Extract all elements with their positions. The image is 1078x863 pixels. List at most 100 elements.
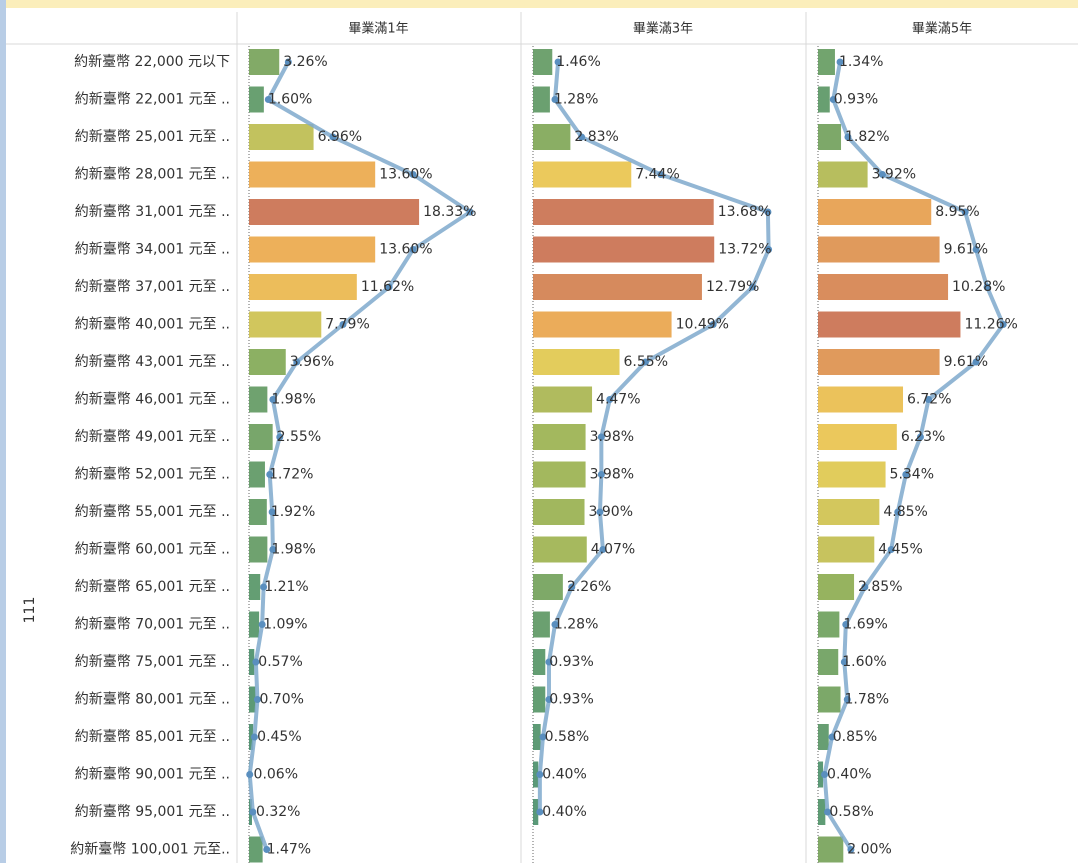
value-label: 0.45% [257,729,301,745]
line-point [765,246,773,253]
value-label: 1.78% [845,692,889,708]
category-label: 約新臺幣 37,001 元至 .. [75,279,230,295]
value-label: 6.23% [901,429,945,445]
bar [533,236,715,263]
bar [249,349,286,375]
line-point [253,696,261,703]
line-point [246,771,254,778]
line-point [551,96,559,103]
line-point [258,621,266,628]
value-label: 1.09% [263,617,307,633]
line-point [385,283,393,291]
bar [533,499,585,525]
value-label: 13.72% [718,242,771,258]
line-point [260,583,268,591]
bar [818,274,949,300]
category-label: 約新臺幣 85,001 元至 .. [75,729,230,745]
line-point [887,546,895,553]
category-label: 約新臺幣 55,001 元至 .. [75,504,230,520]
line-point [263,846,271,853]
value-label: 0.40% [827,767,871,783]
line-point [821,771,829,778]
line-point [409,246,417,253]
line-point [983,283,991,291]
line-point [293,358,301,366]
bar [533,461,586,488]
line-point [599,546,607,553]
value-label: 0.40% [542,767,586,783]
line-point [284,58,292,66]
bar [249,124,314,150]
value-label: 2.26% [567,579,611,595]
bar [249,836,263,863]
line-point [999,321,1007,328]
value-label: 1.98% [271,392,315,408]
value-label: 4.85% [883,504,927,520]
line-point [536,808,544,816]
panel-header: 畢業滿3年 [633,21,693,37]
value-label: 0.93% [549,654,593,670]
bar [533,49,553,75]
line-point [828,733,836,741]
value-label: 1.82% [845,129,889,145]
trend-line [822,61,1006,851]
value-label: 0.93% [834,92,878,108]
line-point [249,808,257,816]
bar [249,574,261,600]
bar [533,649,546,675]
value-label: 9.61% [944,354,988,370]
bar [533,724,541,750]
category-label: 約新臺幣 31,001 元至 .. [75,204,230,220]
bar [249,161,376,188]
line-point [409,171,417,178]
value-label: 4.47% [596,392,640,408]
category-label: 約新臺幣 25,001 元至 .. [75,129,230,145]
line-point [847,846,855,853]
value-label: 0.58% [545,729,589,745]
line-point [843,696,851,703]
top-strip [0,0,1078,8]
category-label: 約新臺幣 52,001 元至 .. [75,467,230,483]
line-point [764,208,772,216]
bar [533,311,672,338]
line-point [596,508,604,516]
line-point [972,246,980,253]
category-label: 約新臺幣 49,001 元至 .. [75,429,230,445]
value-label: 13.60% [379,167,432,183]
value-label: 0.57% [258,654,302,670]
bar [533,686,546,713]
line-point [329,133,337,141]
bar [249,461,265,488]
line-point [252,658,260,666]
value-label: 3.92% [872,167,916,183]
category-label: 約新臺幣 46,001 元至 .. [75,392,230,408]
line-point [878,171,886,178]
line-point [264,96,272,103]
category-label: 約新臺幣 65,001 元至 .. [75,579,230,595]
line-point [641,358,649,366]
category-label: 約新臺幣 43,001 元至 .. [75,354,230,370]
value-label: 1.72% [269,467,313,483]
category-label: 約新臺幣 90,001 元至 .. [75,767,230,783]
value-label: 0.06% [254,767,298,783]
value-label: 1.34% [839,54,883,70]
line-point [657,171,665,178]
line-point [554,58,562,66]
line-point [894,508,902,516]
value-label: 1.21% [264,579,308,595]
value-label: 1.28% [554,92,598,108]
value-label: 1.46% [556,54,600,70]
bar [818,124,842,150]
bar [249,536,268,563]
line-point [339,321,347,328]
category-label: 約新臺幣 28,001 元至 .. [75,167,230,183]
value-label: 12.79% [706,279,759,295]
line-point [568,583,576,591]
value-label: 10.49% [676,317,729,333]
bar [249,311,322,338]
value-label: 7.44% [635,167,679,183]
value-label: 3.96% [290,354,334,370]
line-point [902,471,910,478]
value-label: 13.68% [718,204,771,220]
